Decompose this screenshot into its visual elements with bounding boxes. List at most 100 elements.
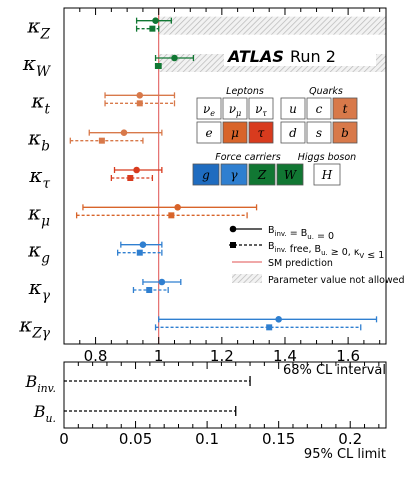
point-square-w	[154, 63, 162, 69]
x-tick-label-bottom-0-15: 0.15	[262, 430, 295, 448]
legend-entry-circle: Binv. = Bu. = 0	[229, 225, 334, 242]
fermion-cell-c-04: c	[306, 97, 332, 120]
svg-text:b: b	[341, 126, 349, 140]
limit-label-b-u: Bu.	[33, 402, 56, 425]
x-tick-label-1-2: 1.2	[210, 347, 234, 365]
boson-cell-g-0: g	[192, 163, 220, 186]
point-square-b	[69, 137, 144, 144]
limit-marks	[64, 376, 251, 416]
point-circle-x	[142, 278, 182, 286]
svg-text:u: u	[289, 102, 297, 116]
limit-label-b-inv: Binv.	[24, 372, 56, 395]
point-square-z	[135, 25, 160, 32]
point-circle-g	[120, 241, 163, 248]
fermion-cell-x-11: μ	[222, 121, 248, 144]
x-axis-ticks-bottom: 0 0.05 0.1 0.15 0.2	[59, 362, 380, 448]
legend-label-sm: SM prediction	[268, 258, 333, 269]
point-circle-x	[82, 204, 258, 211]
svg-text:g: g	[202, 168, 210, 182]
y-axis-labels: κZ κW κt κb κτ κμ κg κγ κZγ	[18, 14, 51, 342]
y-label-w: κW	[22, 51, 51, 80]
svg-text:t: t	[343, 102, 348, 116]
legend-entry-sm: SM prediction	[232, 258, 333, 269]
fermion-table: Leptons Quarks νe νμ ντ u c t e μ τ d s b	[196, 86, 358, 144]
fermion-cell-b-15: b	[332, 121, 358, 144]
boson-cell-h-4: H	[313, 163, 341, 186]
point-circle-z	[135, 17, 172, 24]
point-circle-t	[104, 92, 176, 99]
fermion-cell-e-10: e	[196, 121, 222, 144]
svg-text:νμ: νμ	[229, 102, 242, 118]
point-circle-x	[113, 166, 163, 174]
svg-text:τ: τ	[258, 126, 265, 140]
coupling-panel: 0.8 1 1.2 1.4 1.6 κZ κW κt κb κτ κμ κg κγ κZγ 68% CL…	[18, 7, 405, 378]
point-square-g	[117, 249, 163, 256]
fermion-cell-t-05: t	[332, 97, 358, 120]
point-square-t	[104, 100, 176, 107]
y-label-b: κb	[27, 126, 50, 155]
y-label-x: κμ	[27, 200, 50, 229]
legend-entry-forbidden: Parameter value not allowed	[232, 274, 405, 286]
coupling-marks	[69, 17, 378, 331]
fermion-cell-s-14: s	[306, 121, 332, 144]
svg-text:d: d	[289, 126, 297, 140]
boson-cell-w-3: W	[276, 163, 304, 186]
y-axis-labels-bottom: Binv. Bu.	[24, 372, 56, 425]
top-x-axis-label: 68% CL interval	[283, 363, 386, 378]
svg-text:νe: νe	[203, 102, 215, 118]
bottom-frame	[63, 361, 387, 429]
atlas-brand: ATLAS	[226, 47, 284, 66]
higgs-header: Higgs boson	[298, 152, 356, 163]
bottom-x-axis-label: 95% CL limit	[304, 447, 386, 462]
fermion-cell-d-13: d	[280, 121, 306, 144]
point-circle-b	[88, 129, 163, 136]
point-square-x	[110, 175, 154, 181]
svg-text:μ: μ	[231, 126, 239, 140]
fermion-cell-x-02: ντ	[248, 97, 274, 120]
point-square-x	[75, 212, 248, 219]
limit-panel: 0 0.05 0.1 0.15 0.2 Binv. Bu. 95% CL limit	[24, 361, 387, 462]
x-tick-label-bottom-0: 0	[59, 430, 69, 448]
forbidden-region-kz	[158, 16, 386, 35]
x-tick-label-bottom-0-2: 0.2	[338, 430, 362, 448]
fermion-cell-u-03: u	[280, 97, 306, 120]
point-square-z	[154, 324, 362, 331]
svg-text:Z: Z	[257, 168, 267, 182]
svg-text:c: c	[316, 102, 323, 116]
boson-cell-z-2: Z	[248, 163, 276, 186]
y-label-x: κτ	[28, 163, 50, 192]
svg-text:ντ: ντ	[255, 102, 267, 118]
svg-text:s: s	[316, 126, 322, 140]
fermion-cell-x-01: νμ	[222, 97, 248, 120]
limit-line-b-u	[64, 406, 237, 416]
leptons-header: Leptons	[226, 86, 264, 97]
legend-label-forbidden: Parameter value not allowed	[268, 275, 405, 286]
x-tick-label-1-6: 1.6	[336, 347, 360, 365]
svg-text:W: W	[284, 168, 298, 182]
top-frame	[63, 7, 387, 345]
point-circle-z	[158, 316, 378, 323]
x-tick-label-bottom-0-05: 0.05	[119, 430, 152, 448]
legend-entry-square: Binv. free, Bu. ≥ 0, κV ≤ 1	[229, 241, 384, 261]
force-carriers-header: Force carriers	[215, 152, 281, 163]
x-tick-label-0-8: 0.8	[84, 347, 108, 365]
x-axis-ticks: 0.8 1 1.2 1.4 1.6	[63, 8, 381, 365]
limit-line-b-inv	[64, 376, 251, 386]
svg-text:γ: γ	[230, 168, 238, 182]
boson-cell-x-1: γ	[220, 163, 248, 186]
svg-text:H: H	[321, 168, 333, 182]
fermion-cell-e-00: νe	[196, 97, 222, 120]
y-label-g: κg	[27, 238, 50, 267]
y-label-x: κγ	[28, 275, 51, 304]
atlas-label: ATLAS Run 2	[224, 46, 376, 66]
x-tick-label-1: 1	[154, 347, 164, 365]
boson-table: Force carriers Higgs boson g γ Z W H	[192, 152, 356, 186]
svg-text:e: e	[205, 126, 212, 140]
y-label-z: κZγ	[18, 312, 51, 341]
y-label-z: κZ	[26, 14, 50, 43]
legend-label-circle: Binv. = Bu. = 0	[268, 225, 334, 242]
legend-label-square: Binv. free, Bu. ≥ 0, κV ≤ 1	[268, 241, 384, 261]
quarks-header: Quarks	[309, 86, 343, 97]
y-label-t: κt	[30, 88, 50, 117]
